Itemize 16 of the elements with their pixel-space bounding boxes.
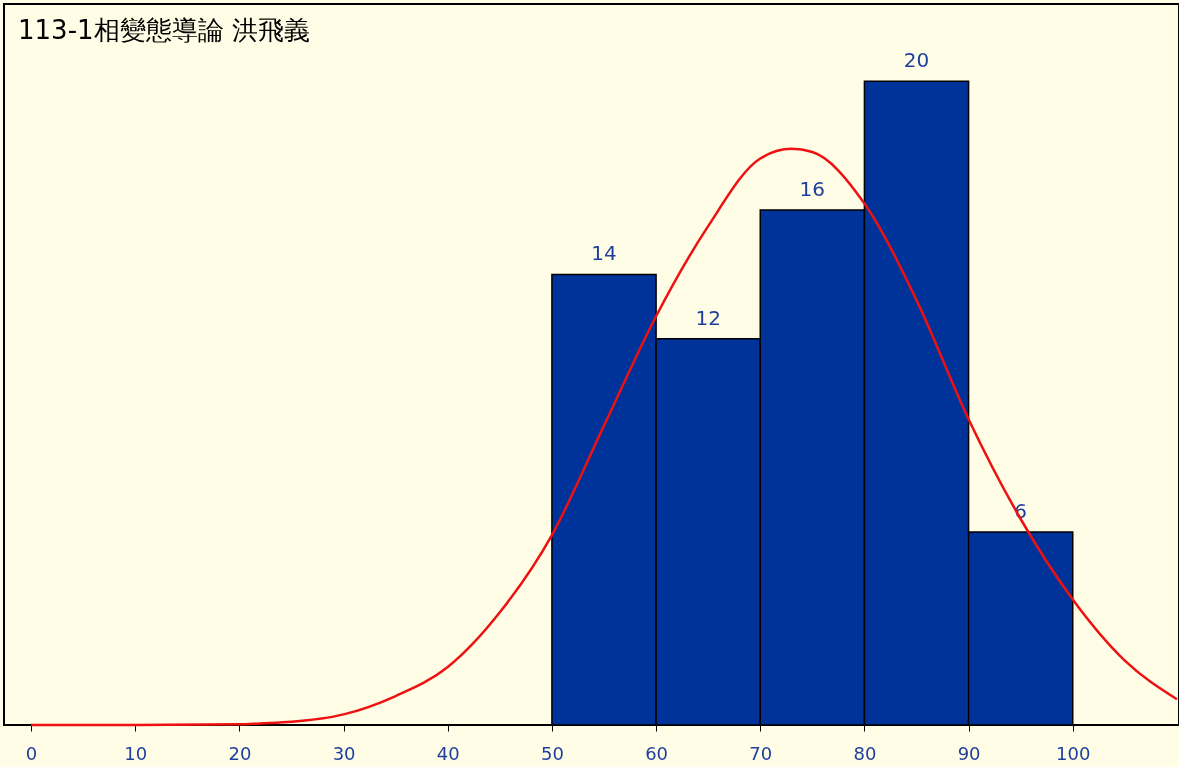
x-tick-label: 40 <box>436 742 460 764</box>
data-label: 20 <box>903 48 930 73</box>
x-tick-label: 0 <box>25 742 38 764</box>
x-tick-label: 100 <box>1056 742 1091 764</box>
x-tick-label: 70 <box>749 742 773 764</box>
x-tick-label: 20 <box>228 742 252 764</box>
data-label: 12 <box>695 305 721 330</box>
text: 113-1相變態導論 洪飛義 <box>18 15 310 45</box>
x-tick-label: 50 <box>540 742 564 764</box>
x-tick-label: 90 <box>957 742 981 764</box>
x-tick-label: 80 <box>853 742 877 764</box>
data-label: 14 <box>591 241 617 266</box>
x-tick-label: 10 <box>124 742 148 764</box>
x-tick-label: 30 <box>332 742 356 764</box>
x-tick-label: 60 <box>645 742 669 764</box>
data-label: 16 <box>799 177 826 201</box>
